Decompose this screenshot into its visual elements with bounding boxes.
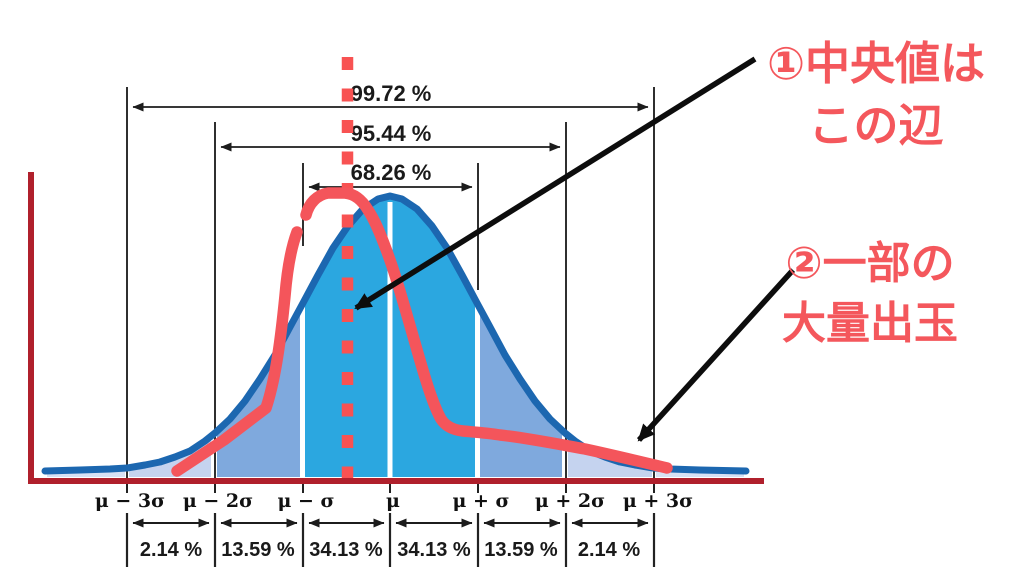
payout-overlay-curve [171, 187, 673, 477]
coverage-labels: 99.72 % 95.44 % 68.26 % [351, 81, 432, 185]
x-tick-label: μ + 2σ [535, 490, 605, 512]
interval-percent-label: 2.14 % [578, 539, 640, 561]
x-tick-label: μ + σ [452, 490, 509, 512]
coverage-label-68: 68.26 % [351, 160, 432, 185]
x-tick-label: μ − σ [277, 490, 334, 512]
band-separator [475, 302, 480, 477]
payout-annotation-arrow [636, 268, 796, 442]
annotation-payout-line2: 大量出玉 [782, 298, 958, 349]
x-tick-label: μ + 3σ [623, 490, 693, 512]
interval-percent-labels: 2.14 % 13.59 % 34.13 % 34.13 % 13.59 % 2… [140, 539, 640, 561]
axes [28, 172, 764, 484]
coverage-label-95: 95.44 % [351, 121, 432, 146]
coverage-label-99: 99.72 % [351, 81, 432, 106]
annotation-median-text: ①中央値は この辺 [726, 33, 1024, 157]
interval-percent-label: 13.59 % [221, 539, 295, 561]
payout-curve-rise [171, 226, 303, 477]
interval-percent-label: 13.59 % [484, 539, 558, 561]
annotation-median-line1: ①中央値は [766, 37, 986, 90]
interval-percent-label: 34.13 % [309, 539, 383, 561]
mean-white-line [387, 202, 393, 477]
band-separator [300, 301, 305, 477]
interval-percent-label: 34.13 % [397, 539, 471, 561]
annotation-median-line2: この辺 [808, 99, 944, 152]
x-tick-labels: μ − 3σ μ − 2σ μ − σ μ μ + σ μ + 2σ μ + 3… [95, 490, 693, 512]
sigma-guide-lines [126, 87, 655, 479]
annotation-arrows [354, 56, 796, 442]
band-separator [562, 430, 566, 477]
x-tick-label: μ − 2σ [183, 490, 253, 512]
payout-curve-main [300, 187, 673, 474]
median-annotation-arrow [354, 56, 757, 311]
annotation-payout-line1: ②一部の [785, 238, 955, 289]
x-tick-label: μ [386, 490, 400, 512]
interval-percent-label: 2.14 % [140, 539, 202, 561]
axis-ticks [126, 484, 655, 493]
x-tick-label: μ − 3σ [95, 490, 165, 512]
interval-dividers [125, 513, 656, 567]
distribution-area-fills [47, 196, 744, 477]
coverage-brackets [132, 102, 649, 192]
annotation-payout-text: ②一部の 大量出玉 [740, 234, 1000, 354]
